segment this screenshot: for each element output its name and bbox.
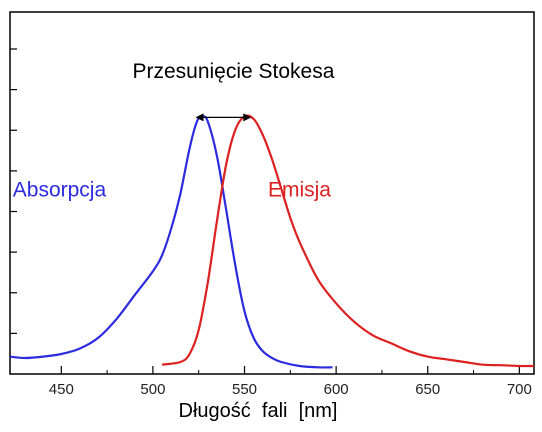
x-tick-label: 450 — [49, 381, 74, 398]
series-line-absorpcja — [10, 115, 333, 369]
series-label-emisja: Emisja — [268, 178, 331, 201]
annotation-layer: Przesunięcie Stokesa — [132, 60, 335, 122]
x-tick-label: 600 — [324, 381, 349, 398]
stokes-arrow-right-head — [243, 113, 252, 122]
x-tick-label: 650 — [415, 381, 440, 398]
series-line-emisja — [161, 114, 534, 368]
x-tick-label: 500 — [140, 381, 165, 398]
stokes-arrow-left-head — [195, 113, 204, 122]
x-axis-title: Długość fali [nm] — [179, 400, 338, 422]
series-layer — [10, 114, 534, 369]
x-axis-ticks: 450 500 550 600 650 700 — [49, 366, 532, 398]
x-tick-label: 700 — [507, 381, 532, 398]
plot-area — [9, 11, 535, 375]
x-tick-label: 550 — [232, 381, 257, 398]
plot-frame — [9, 11, 535, 375]
series-label-absorpcja: Absorpcja — [13, 178, 107, 201]
stokes-shift-label: Przesunięcie Stokesa — [132, 60, 334, 83]
y-axis-ticks — [10, 48, 17, 334]
